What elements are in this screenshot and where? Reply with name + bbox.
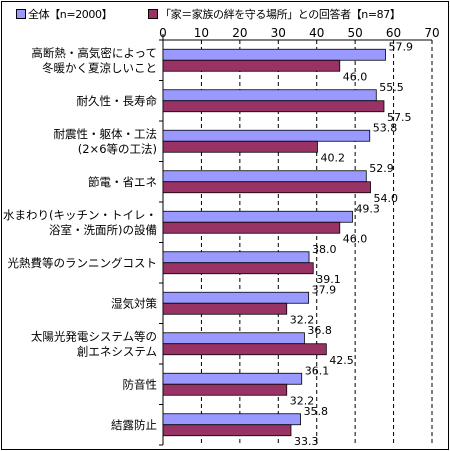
value-label-series-2-5: 39.1: [316, 273, 341, 286]
value-label-series-2-4: 46.0: [343, 232, 368, 245]
x-tick-label-7: 70: [424, 26, 439, 40]
value-label-series-1-4: 49.3: [355, 202, 380, 215]
category-label-5: 光熱費等のランニングコスト: [8, 256, 158, 270]
legend-label-series-2: 「家＝家族の絆を守る場所」との回答者【n=87】: [160, 8, 401, 21]
bar-series-2-2: [162, 140, 318, 153]
legend-item-series-2: 「家＝家族の絆を守る場所」との回答者【n=87】: [148, 6, 401, 22]
value-label-series-2-6: 32.2: [290, 313, 315, 326]
legend-swatch-series-2: [148, 9, 158, 19]
bar-series-1-4: [162, 210, 353, 223]
value-label-series-1-1: 55.5: [379, 81, 404, 94]
bar-series-1-5: [162, 251, 310, 264]
x-tick-label-4: 40: [309, 26, 324, 40]
category-label-0-line-1: 冬暖かく夏涼しいこと: [42, 61, 157, 75]
value-label-series-2-3: 54.0: [374, 192, 399, 205]
bar-series-1-2: [162, 129, 371, 142]
bar-series-1-0: [162, 48, 386, 61]
bar-series-2-4: [162, 221, 341, 234]
bar-series-2-5: [162, 262, 314, 275]
x-tick-label-6: 60: [386, 26, 401, 40]
value-label-series-1-6: 37.9: [312, 283, 337, 296]
bar-series-2-0: [162, 59, 341, 72]
value-label-series-2-8: 32.2: [290, 394, 315, 407]
x-tick-label-0: 0: [159, 26, 167, 40]
bar-series-2-7: [162, 343, 327, 356]
value-label-series-2-7: 42.5: [329, 354, 354, 367]
category-label-7-line-1: 創エネシステム: [77, 344, 157, 358]
bar-series-1-8: [162, 372, 303, 385]
x-tick-label-5: 50: [348, 26, 363, 40]
category-label-7-line-0: 太陽光発電システム等の: [31, 329, 157, 343]
value-label-series-2-0: 46.0: [343, 70, 368, 83]
bar-series-1-1: [162, 89, 377, 102]
x-tick-label-1: 10: [194, 26, 209, 40]
category-label-2-line-1: (2×6等の工法): [78, 142, 157, 156]
bar-series-1-3: [162, 170, 367, 183]
x-tick-label-3: 30: [271, 26, 286, 40]
category-label-4-line-0: 水まわり(キッチン・トイレ・: [3, 208, 157, 222]
bar-series-2-9: [162, 424, 292, 437]
value-label-series-1-8: 36.1: [305, 364, 330, 377]
bar-series-1-6: [162, 291, 310, 304]
legend-item-series-1: 全体【n=2000】: [16, 6, 113, 22]
bar-series-2-6: [162, 302, 288, 315]
value-label-series-2-9: 33.3: [294, 435, 319, 448]
bar-series-2-8: [162, 383, 288, 396]
value-label-series-1-5: 38.0: [312, 243, 337, 256]
category-label-1: 耐久性・長寿命: [77, 94, 158, 108]
category-label-0-line-0: 高断熱・高気密によって: [31, 46, 157, 60]
category-label-8: 防音性: [123, 377, 158, 391]
category-label-3: 節電・省エネ: [88, 175, 157, 189]
value-label-series-2-2: 40.2: [320, 151, 345, 164]
value-label-series-1-0: 57.9: [389, 40, 414, 53]
bar-series-2-1: [162, 100, 385, 113]
x-tick-label-2: 20: [232, 26, 247, 40]
category-label-6: 湿気対策: [111, 296, 157, 310]
legend-swatch-series-1: [16, 9, 26, 19]
value-label-series-1-7: 36.8: [307, 324, 332, 337]
legend-label-series-1: 全体【n=2000】: [28, 8, 113, 21]
value-label-series-1-3: 52.9: [369, 162, 394, 175]
bar-series-1-7: [162, 332, 305, 345]
value-label-series-2-1: 57.5: [387, 111, 412, 124]
bar-series-2-3: [162, 181, 371, 194]
bar-series-1-9: [162, 413, 301, 426]
category-label-9: 結露防止: [111, 418, 157, 432]
category-label-2-line-0: 耐震性・躯体・工法: [54, 127, 158, 141]
category-label-4-line-1: 浴室・洗面所)の設備: [49, 223, 157, 237]
value-label-series-1-2: 53.8: [373, 121, 398, 134]
value-label-series-1-9: 35.8: [304, 405, 329, 418]
